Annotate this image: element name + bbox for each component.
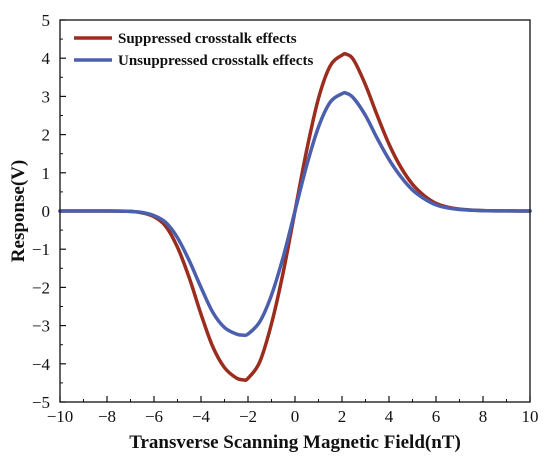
y-tick-label: 3: [42, 87, 51, 106]
y-tick-label: −3: [32, 317, 50, 336]
y-tick-label: 2: [42, 126, 51, 145]
y-tick-label: −1: [32, 240, 50, 259]
y-axis-title: Response(V): [8, 160, 29, 262]
legend-label-suppressed: Suppressed crosstalk effects: [118, 31, 297, 47]
x-tick-label: 8: [479, 407, 488, 426]
x-tick-label: −6: [145, 407, 163, 426]
x-tick-label: 10: [522, 407, 539, 426]
data-series: [58, 51, 532, 382]
legend: Suppressed crosstalk effects Unsuppresse…: [74, 31, 313, 69]
x-tick-label: 2: [338, 407, 347, 426]
x-tick-label: −10: [47, 407, 74, 426]
x-tick-label: 4: [385, 407, 394, 426]
x-tick-label: 6: [432, 407, 441, 426]
y-tick-label: −5: [32, 393, 50, 412]
x-tick-label: 0: [291, 407, 300, 426]
x-axis-title: Transverse Scanning Magnetic Field(nT): [129, 432, 461, 453]
y-tick-label: 0: [42, 202, 51, 221]
x-tick-label: −8: [98, 407, 116, 426]
x-tick-label: −4: [192, 407, 211, 426]
legend-label-unsuppressed: Unsuppressed crosstalk effects: [118, 53, 313, 69]
series-line-unsuppressed: [58, 90, 532, 338]
plot-frame: [59, 19, 531, 403]
y-tick-label: −2: [32, 278, 50, 297]
y-tick-label: −4: [32, 355, 51, 374]
x-tick-label: −2: [239, 407, 257, 426]
y-tick-label: 4: [42, 49, 51, 68]
y-tick-label: 1: [42, 164, 51, 183]
y-tick-label: 5: [42, 11, 51, 30]
